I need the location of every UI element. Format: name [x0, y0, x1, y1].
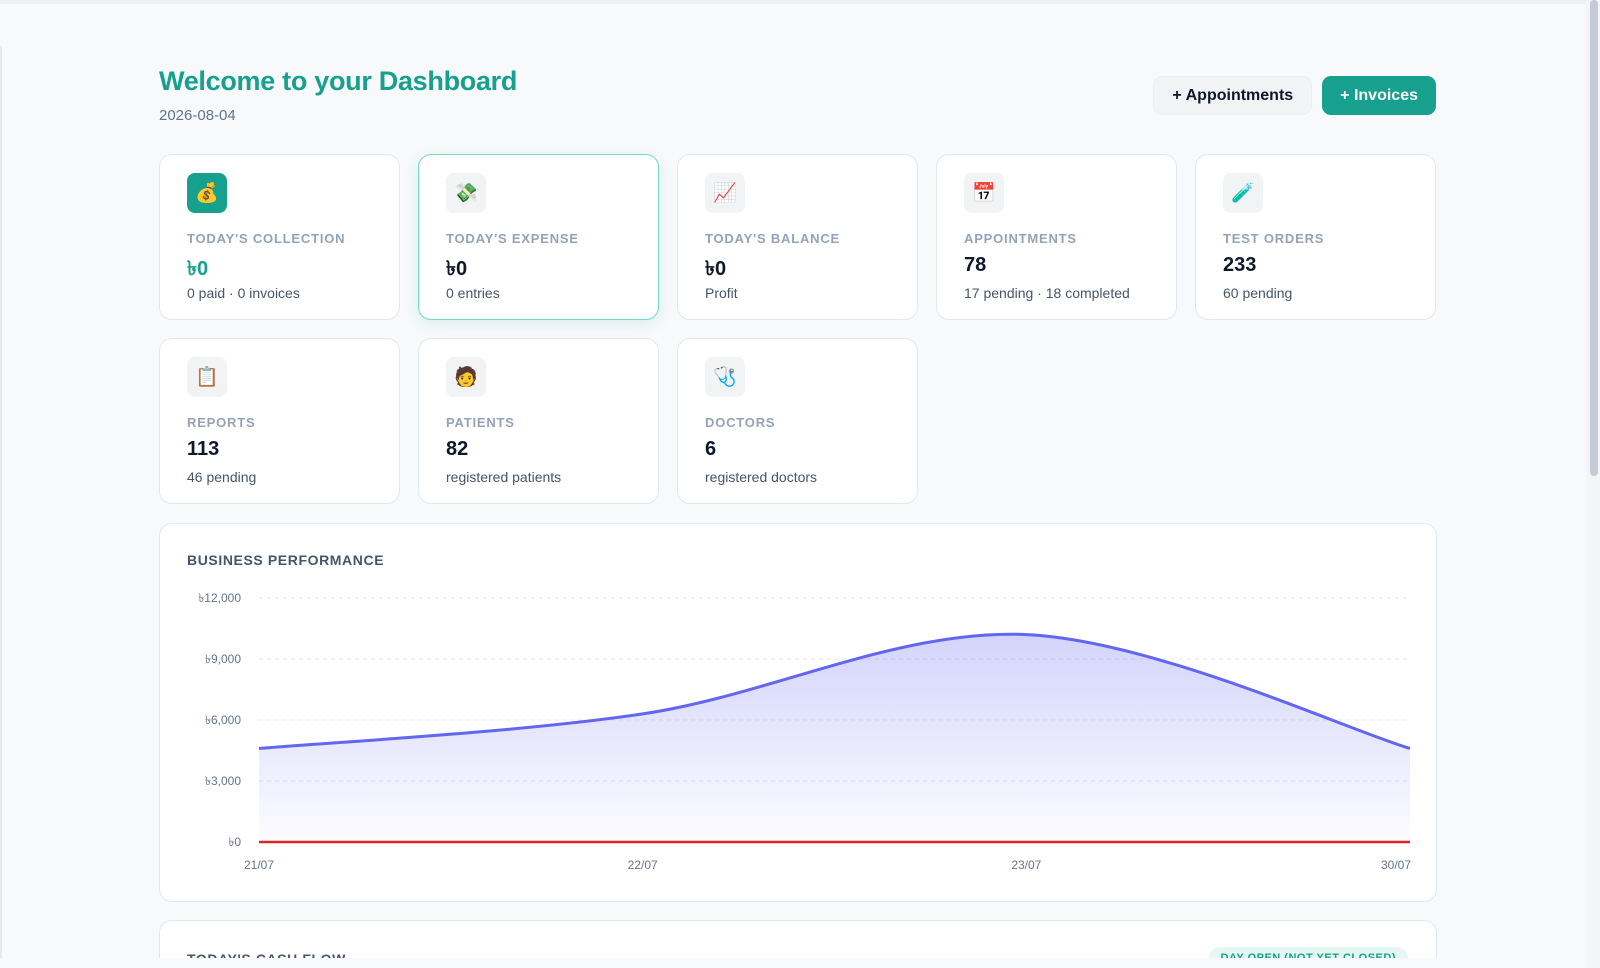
top-strip: [0, 0, 1600, 4]
series-income-area: [259, 634, 1410, 842]
dashboard-header: Welcome to your Dashboard 2026-08-04 + A…: [159, 64, 1436, 126]
card-subtext: Profit: [705, 285, 738, 301]
card-appointments[interactable]: 📅 APPOINTMENTS 78 17 pending · 18 comple…: [936, 154, 1177, 320]
card-value: ৳0: [187, 258, 209, 280]
y-tick-label: ৳0: [228, 835, 241, 849]
left-edge: [0, 46, 2, 968]
card-value: 233: [1223, 254, 1257, 276]
card-value: 82: [446, 438, 469, 460]
scrollbar-thumb[interactable]: [1590, 0, 1598, 476]
y-tick-label: ৳3,000: [205, 774, 241, 788]
calendar-icon: 📅: [964, 173, 1004, 213]
card-todays-expense[interactable]: 💸 TODAY'S EXPENSE ৳0 0 entries: [418, 154, 659, 320]
card-label: TODAY'S COLLECTION: [187, 231, 346, 246]
money-bag-icon: 💰: [187, 173, 227, 213]
card-value: 6: [705, 438, 717, 460]
card-label: PATIENTS: [446, 415, 515, 430]
card-reports[interactable]: 📋 REPORTS 113 46 pending: [159, 338, 400, 504]
viewport-bottom-edge: [0, 958, 1600, 968]
card-doctors[interactable]: 🩺 DOCTORS 6 registered doctors: [677, 338, 918, 504]
add-appointment-button[interactable]: + Appointments: [1153, 76, 1313, 115]
card-label: TODAY'S EXPENSE: [446, 231, 579, 246]
card-value: ৳0: [446, 258, 468, 280]
x-tick-label: 22/07: [628, 858, 658, 872]
card-subtext: 17 pending · 18 completed: [964, 285, 1130, 301]
stethoscope-icon: 🩺: [705, 357, 745, 397]
card-todays-balance[interactable]: 📈 TODAY'S BALANCE ৳0 Profit: [677, 154, 918, 320]
add-invoice-button[interactable]: + Invoices: [1322, 76, 1436, 115]
y-tick-label: ৳6,000: [205, 713, 241, 727]
card-patients[interactable]: 🧑 PATIENTS 82 registered patients: [418, 338, 659, 504]
scrollbar-track[interactable]: [1586, 0, 1600, 968]
card-subtext: 60 pending: [1223, 285, 1293, 301]
business-performance-panel: BUSINESS PERFORMANCE ৳0 ৳3,000 ৳6,000 ৳9,00…: [159, 523, 1437, 902]
card-subtext: registered doctors: [705, 469, 818, 485]
x-tick-label: 23/07: [1011, 858, 1041, 872]
card-label: APPOINTMENTS: [964, 231, 1077, 246]
header-actions: + Appointments + Invoices: [1153, 76, 1436, 115]
page-date: 2026-08-04: [159, 107, 236, 124]
card-todays-collection[interactable]: 💰 TODAY'S COLLECTION ৳0 0 paid · 0 invoi…: [159, 154, 400, 320]
test-tube-icon: 🧪: [1223, 173, 1263, 213]
card-label: TEST ORDERS: [1223, 231, 1325, 246]
card-value: 78: [964, 254, 987, 276]
card-label: TODAY'S BALANCE: [705, 231, 840, 246]
card-subtext: 46 pending: [187, 469, 257, 485]
card-subtext: 0 entries: [446, 285, 500, 301]
x-tick-label: 21/07: [244, 858, 274, 872]
money-wings-icon: 💸: [446, 173, 486, 213]
performance-title: BUSINESS PERFORMANCE: [187, 552, 385, 568]
card-subtext: 0 paid · 0 invoices: [187, 285, 300, 301]
series-income-line[interactable]: [258, 632, 1411, 750]
clipboard-icon: 📋: [187, 357, 227, 397]
card-value: ৳0: [705, 258, 727, 280]
patient-icon: 🧑: [446, 357, 486, 397]
card-label: REPORTS: [187, 415, 256, 430]
card-value: 113: [187, 438, 220, 460]
x-tick-label: 30/07: [1381, 858, 1411, 872]
y-tick-label: ৳9,000: [205, 652, 241, 666]
page-title: Welcome to your Dashboard: [159, 66, 518, 96]
performance-chart: ৳0 ৳3,000 ৳6,000 ৳9,000 ৳12,000 21/07 22/07 23/…: [198, 591, 1411, 872]
y-tick-label: ৳12,000: [198, 591, 241, 605]
chart-up-icon: 📈: [705, 173, 745, 213]
card-subtext: registered patients: [446, 469, 562, 485]
card-test-orders[interactable]: 🧪 TEST ORDERS 233 60 pending: [1195, 154, 1436, 320]
card-label: DOCTORS: [705, 415, 776, 430]
